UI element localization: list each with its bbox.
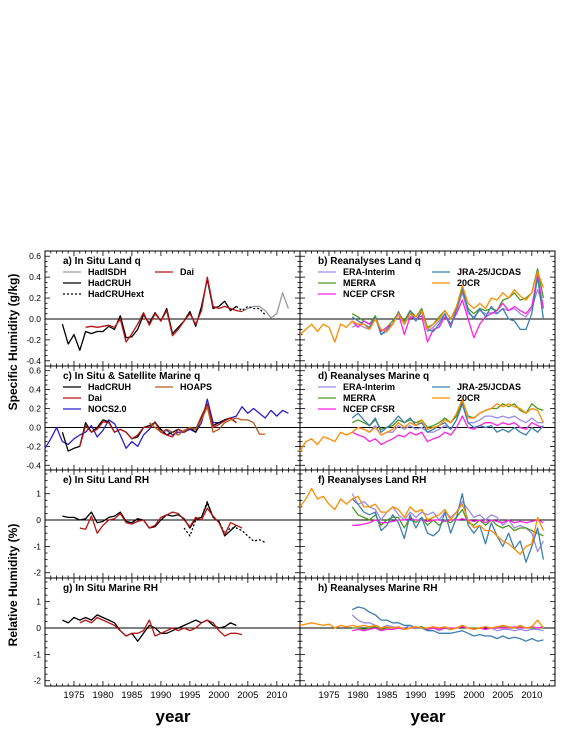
x-tick-label: 1990: [405, 690, 426, 701]
series-line-hoaps: [148, 406, 266, 436]
series-line-jra-25-jcdas: [351, 403, 544, 436]
legend-label: HadCRUH: [88, 278, 131, 288]
series-line-hadcruhext: [235, 305, 266, 316]
x-tick-label: 1975: [318, 690, 339, 701]
legend-label: Dai: [88, 393, 102, 403]
y-tick-label: -2: [33, 676, 41, 686]
y-tick-label: 0: [36, 515, 41, 525]
legend-label: ERA-Interim: [343, 382, 395, 392]
y-tick-label: -1: [33, 649, 41, 659]
x-tick-label: 1980: [92, 690, 113, 701]
y-tick-label: 0: [36, 623, 41, 633]
legend-label: HadCRUH: [88, 382, 131, 392]
series-line-20cr: [299, 487, 544, 555]
y-tick-label: -0.2: [26, 335, 41, 345]
x-tick-label: 2005: [237, 690, 258, 701]
legend-label: HadISDH: [88, 267, 127, 277]
panel-title: b) Reanalyses Land q: [318, 256, 421, 267]
y-tick-label: 1: [36, 597, 41, 607]
y-axis-label-relative-humidity: Relative Humidity (%): [6, 524, 20, 647]
panel-title: f) Reanalyses Land RH: [318, 475, 426, 486]
legend-label: ERA-Interim: [343, 267, 395, 277]
legend-label: MERRA: [343, 278, 376, 288]
panel-frame: [299, 469, 556, 579]
x-tick-label: 1985: [121, 690, 142, 701]
x-tick-label: 2010: [521, 690, 542, 701]
panel-frame: [299, 577, 556, 687]
x-tick-label: 2010: [266, 690, 287, 701]
y-tick-label: 0.2: [29, 293, 41, 303]
x-axis-label-left: year: [156, 707, 191, 726]
y-tick-label: -0.4: [26, 356, 41, 366]
series-line-dai: [85, 276, 243, 343]
panel-title: c) In Situ & Satellite Marine q: [63, 371, 200, 382]
y-tick-label: 0.0: [29, 422, 41, 432]
series-line-20cr: [299, 398, 544, 452]
series-line-dai: [79, 403, 237, 447]
x-tick-label: 1995: [434, 690, 455, 701]
legend-label: NOCS2.0: [88, 404, 127, 414]
series-line-hadcruhext: [183, 500, 266, 543]
panel-title: h) Reanalyses Marine RH: [318, 583, 438, 594]
legend-label: JRA-25/JCDAS: [457, 382, 521, 392]
x-axis-label-right: year: [411, 707, 446, 726]
panel-title: d) Reanalyses Marine q: [318, 371, 429, 382]
panel-6: f) Reanalyses Land RH: [299, 469, 556, 579]
series-line-jra-25-jcdas: [351, 276, 545, 336]
x-tick-label: 1985: [376, 690, 397, 701]
panel-title: e) In Situ Land RH: [63, 475, 149, 486]
y-tick-label: -0.2: [26, 441, 41, 451]
panel-frame: [44, 469, 301, 579]
y-tick-label: -2: [33, 568, 41, 578]
panel-title: g) In Situ Marine RH: [63, 583, 158, 594]
x-tick-label: 1975: [63, 690, 84, 701]
panel-7: 1 0 -1 -2 1975 1980 1985 1990 1995 2000 2005 2010 g)…: [33, 577, 301, 701]
panel-1: 0.60.40.20.0-0.2-0.4a) In Situ Land qHad…: [26, 250, 301, 367]
legend-label: NCEP CFSR: [343, 289, 395, 299]
legend-label: NCEP CFSR: [343, 404, 395, 414]
series-line-jra-25-jcdas: [351, 493, 545, 563]
legend-label: HadCRUHext: [88, 289, 144, 299]
y-tick-label: -0.4: [26, 460, 41, 470]
x-tick-label: 1990: [150, 690, 171, 701]
y-axis-label-specific-humidity: Specific Humidity (g/kg): [6, 274, 20, 411]
panel-4: d) Reanalyses Marine qERA-InterimMERRANC…: [299, 365, 556, 471]
panel-8: 1975 1980 1985 1990 1995 2000 2005 2010 h) Reana…: [299, 577, 556, 701]
x-tick-label: 2005: [492, 690, 513, 701]
series-line-dai: [79, 507, 243, 536]
legend-label: 20CR: [457, 393, 481, 403]
legend-label: MERRA: [343, 393, 376, 403]
x-tick-label: 1995: [179, 690, 200, 701]
series-line-ncep-cfsr: [351, 415, 544, 446]
legend-label: JRA-25/JCDAS: [457, 267, 521, 277]
y-tick-label: 0.4: [29, 385, 41, 395]
series-line-20cr: [299, 271, 545, 343]
legend-label: Dai: [180, 267, 194, 277]
series-line-dai: [79, 616, 243, 637]
y-tick-label: 0.6: [29, 366, 41, 376]
x-tick-label: 2000: [208, 690, 229, 701]
x-tick-label: 1980: [347, 690, 368, 701]
panel-3: 0.6 0.4 0.2 0.0 -0.2 -0.4 c) In Situ & Satelli…: [26, 365, 301, 471]
y-tick-label: -1: [33, 541, 41, 551]
panel-2: b) Reanalyses Land qERA-InterimMERRANCEP…: [299, 250, 556, 367]
y-tick-label: 0.4: [29, 272, 41, 282]
panel-frame: [44, 577, 301, 687]
panels: 0.60.40.20.0-0.2-0.4a) In Situ Land qHad…: [26, 250, 556, 701]
y-tick-label: 0.6: [29, 251, 41, 261]
panel-title: a) In Situ Land q: [63, 256, 141, 267]
series-line-jra-25-jcdas: [351, 606, 544, 642]
series-line-20cr: [299, 619, 544, 631]
legend-label: HOAPS: [180, 382, 212, 392]
series-line-hadisdh: [241, 292, 290, 319]
y-tick-label: 1: [36, 489, 41, 499]
series-line-nocs2-0: [44, 398, 289, 449]
y-tick-label: 0.2: [29, 404, 41, 414]
panel-5: 1 0 -1 -2 e) In Situ Land RH: [33, 469, 301, 579]
legend-label: 20CR: [457, 278, 481, 288]
x-tick-label: 2000: [463, 690, 484, 701]
y-tick-label: 0.0: [29, 314, 41, 324]
